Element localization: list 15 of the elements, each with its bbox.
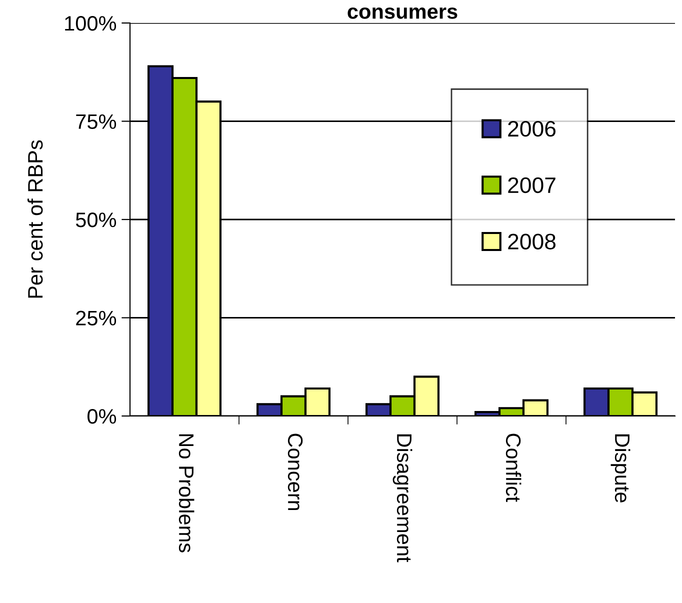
x-tick-label: Dispute bbox=[610, 434, 630, 502]
y-tick-label: 50% bbox=[76, 212, 116, 228]
y-tick-label: 25% bbox=[76, 310, 116, 326]
x-tick-label: Concern bbox=[288, 434, 303, 510]
legend-label: 2008 bbox=[508, 234, 556, 250]
chart-title: consumers bbox=[348, 7, 458, 19]
y-tick-label: 100% bbox=[65, 16, 116, 31]
y-tick-label: 0% bbox=[88, 409, 116, 424]
x-tick-label: No Problems bbox=[178, 434, 194, 552]
legend-label: 2006 bbox=[508, 120, 556, 137]
x-tick-label: Disagreement bbox=[392, 434, 412, 562]
y-tick-label: 75% bbox=[76, 114, 116, 130]
legend-label: 2007 bbox=[508, 177, 556, 194]
y-axis-title: Per cent of RBPs bbox=[27, 140, 43, 298]
x-tick-label: Conflict bbox=[506, 434, 522, 502]
